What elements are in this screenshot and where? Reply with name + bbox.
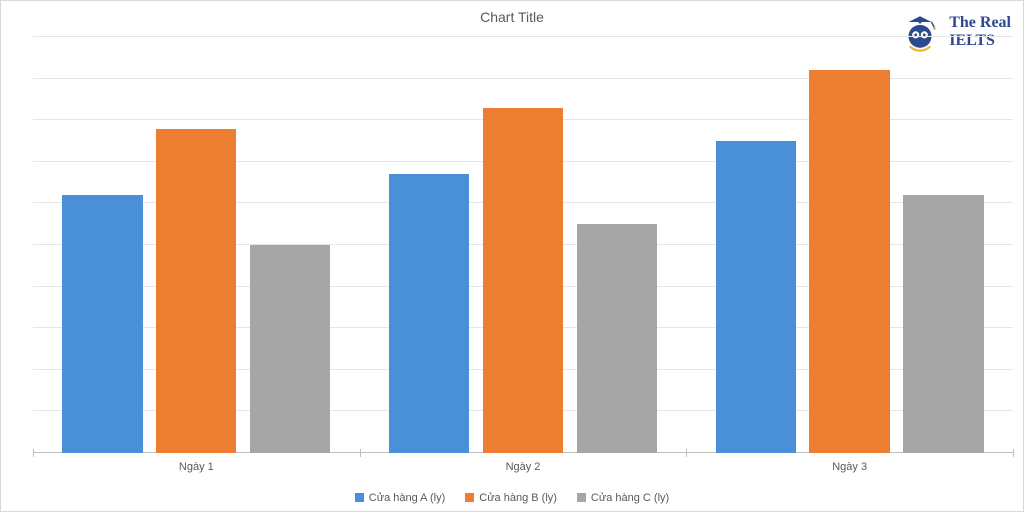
tick bbox=[1013, 449, 1014, 457]
bar-group: Ngày 2 bbox=[389, 37, 657, 453]
legend-item: Cửa hàng C (ly) bbox=[577, 492, 669, 504]
legend-label: Cửa hàng B (ly) bbox=[479, 492, 557, 504]
bar-group: Ngày 1 bbox=[62, 37, 330, 453]
chart-title: Chart Title bbox=[1, 9, 1023, 25]
category-label: Ngày 3 bbox=[716, 461, 984, 473]
legend-swatch bbox=[465, 493, 474, 502]
legend-swatch bbox=[577, 493, 586, 502]
plot-area: Ngày 1Ngày 2Ngày 3 bbox=[33, 37, 1013, 453]
tick bbox=[686, 449, 687, 457]
chart-frame: Chart Title The Real IELTS Ngày 1Ngày 2N… bbox=[0, 0, 1024, 512]
bar bbox=[62, 195, 142, 453]
bar bbox=[156, 129, 236, 453]
bar bbox=[483, 108, 563, 453]
bar bbox=[716, 141, 796, 453]
legend-label: Cửa hàng A (ly) bbox=[369, 492, 445, 504]
legend-swatch bbox=[355, 493, 364, 502]
bar-group: Ngày 3 bbox=[716, 37, 984, 453]
bar bbox=[250, 245, 330, 453]
tick bbox=[33, 449, 34, 457]
category-label: Ngày 2 bbox=[389, 461, 657, 473]
bar bbox=[389, 174, 469, 453]
legend: Cửa hàng A (ly) Cửa hàng B (ly) Cửa hàng C… bbox=[1, 492, 1023, 506]
category-label: Ngày 1 bbox=[62, 461, 330, 473]
bar bbox=[809, 70, 889, 453]
bar bbox=[903, 195, 983, 453]
tick bbox=[360, 449, 361, 457]
bar bbox=[577, 224, 657, 453]
legend-item: Cửa hàng B (ly) bbox=[465, 492, 557, 504]
legend-label: Cửa hàng C (ly) bbox=[591, 492, 669, 504]
logo-line1: The Real bbox=[949, 14, 1011, 32]
legend-item: Cửa hàng A (ly) bbox=[355, 492, 445, 504]
